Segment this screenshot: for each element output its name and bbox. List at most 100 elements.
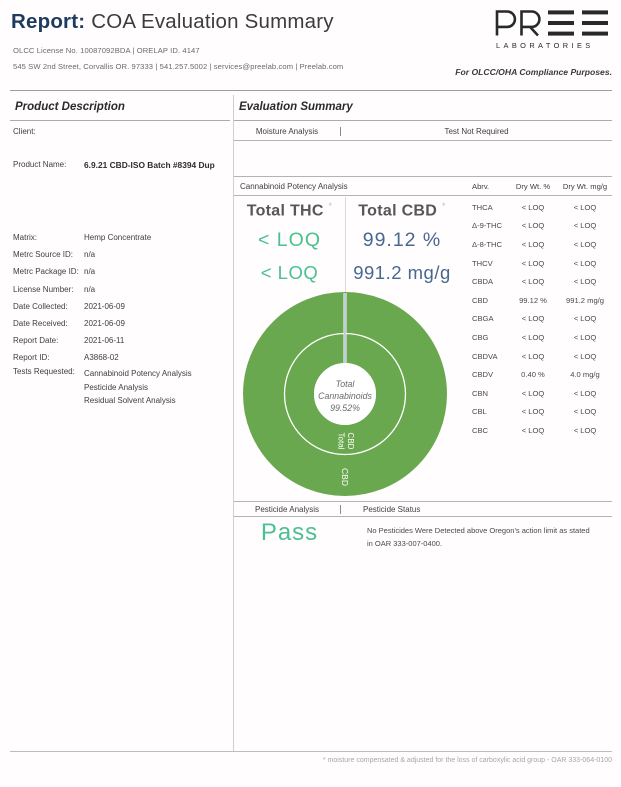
field-value: A3868-02 [84, 353, 119, 363]
test-item: Residual Solvent Analysis [84, 396, 176, 405]
total-cbd-percent: 99.12 % [362, 229, 442, 252]
cell-dry-wt-mgg: < LOQ [573, 407, 597, 417]
product-name-value: 6.9.21 CBD-ISO Batch #8394 Dup [84, 160, 215, 170]
product-detail-row: Report ID: A3868-02 [13, 349, 225, 366]
table-row: THCA < LOQ < LOQ [460, 198, 612, 217]
cell-dry-wt-pct: < LOQ [521, 314, 545, 324]
field-value: n/a [84, 284, 96, 294]
product-detail-row: Date Received: 2021-06-09 [13, 315, 225, 332]
moisture-analysis-row: Moisture Analysis Test Not Required [234, 122, 612, 141]
table-row: CBG < LOQ < LOQ [460, 328, 612, 347]
header-divider [10, 90, 612, 91]
cell-dry-wt-pct: < LOQ [521, 351, 545, 361]
table-row: THCV < LOQ < LOQ [460, 254, 612, 273]
cell-abrv: CBDVA [472, 351, 498, 361]
cell-abrv: CBN [472, 388, 489, 398]
moisture-analysis-label: Moisture Analysis [255, 126, 319, 136]
cell-dry-wt-pct: < LOQ [521, 277, 545, 287]
cell-dry-wt-pct: < LOQ [521, 388, 545, 398]
footnote-asterisk: * [328, 201, 333, 211]
table-row: CBGA < LOQ < LOQ [460, 310, 612, 329]
product-detail-rows: Matrix: Hemp Concentrate Metrc Source ID… [13, 229, 225, 367]
field-label: Matrix: [13, 233, 37, 243]
cell-abrv: CBDV [472, 370, 494, 380]
cell-dry-wt-mgg: < LOQ [573, 388, 597, 398]
field-value: n/a [84, 267, 96, 277]
product-detail-row: Metrc Package ID: n/a [13, 263, 225, 280]
report-label: Report: [11, 10, 86, 33]
product-name-label: Product Name: [13, 160, 67, 169]
donut-center-line2: Cannabinoids [318, 391, 372, 401]
pesticide-analysis-label: Pesticide Analysis [254, 504, 320, 514]
cell-dry-wt-mgg: < LOQ [573, 258, 597, 268]
compliance-note: For OLCC/OHA Compliance Purposes. [455, 67, 612, 77]
field-label: Date Collected: [13, 301, 68, 311]
moisture-analysis-status: Test Not Required [444, 126, 509, 136]
donut-chart-svg: Total Cannabinoids 99.52% CBD Total CBD [243, 292, 447, 496]
address-line: 545 SW 2nd Street, Corvallis OR. 97333 |… [13, 62, 344, 71]
cell-dry-wt-mgg: < LOQ [573, 239, 597, 249]
field-value: n/a [84, 250, 96, 260]
cell-abrv: CBL [472, 407, 487, 417]
table-row: CBN < LOQ < LOQ [460, 384, 612, 403]
test-item: Cannabinoid Potency Analysis [84, 369, 192, 378]
cell-dry-wt-pct: 0.40 % [521, 370, 545, 380]
moisture-footnote: * moisture compensated & adjusted for th… [322, 757, 612, 764]
pree-laboratories-logo: LABORATORIES [494, 7, 612, 56]
cell-dry-wt-mgg: 4.0 mg/g [570, 370, 600, 380]
total-cbd-heading: Total CBD * [358, 201, 446, 220]
report-title: COA Evaluation Summary [91, 10, 334, 33]
field-label: License Number: [13, 284, 74, 294]
outer-ring-label: CBD [340, 468, 350, 486]
inner-ring-label-total: Total [337, 433, 346, 450]
client-label: Client: [13, 127, 36, 136]
cell-dry-wt-pct: 99.12 % [519, 295, 547, 305]
total-cbd-panel: Total CBD * 99.12 % 991.2 mg/g [347, 201, 457, 284]
cell-abrv: CBDA [472, 277, 494, 287]
field-label: Report ID: [13, 353, 50, 363]
cell-dry-wt-pct: < LOQ [521, 221, 545, 231]
pesticide-status-label: Pesticide Status [363, 504, 421, 514]
cannabinoid-table: THCA < LOQ < LOQ Δ-9-THC < LOQ < LOQ Δ-8… [460, 198, 612, 440]
pesticide-note-line2: in OAR 333-007-0400. [367, 539, 443, 548]
total-thc-mgg: < LOQ [260, 262, 319, 284]
cannabinoid-section-label: Cannabinoid Potency Analysis [240, 181, 348, 191]
product-description-title: Product Description [10, 97, 230, 121]
field-label: Report Date: [13, 336, 59, 346]
tests-requested-list: Cannabinoid Potency Analysis Pesticide A… [84, 367, 192, 408]
footnote-asterisk: * [441, 201, 446, 211]
test-item: Pesticide Analysis [84, 382, 149, 392]
field-value: 2021-06-09 [84, 319, 125, 329]
logo-e-glyph [548, 10, 574, 36]
table-column-headers: Abrv. Dry Wt. % Dry Wt. mg/g [460, 177, 612, 195]
cell-separator [340, 126, 341, 136]
cell-dry-wt-mgg: < LOQ [573, 202, 597, 212]
cell-dry-wt-pct: < LOQ [521, 407, 545, 417]
inner-ring-label-cbd: CBD [346, 433, 355, 450]
tests-requested-label: Tests Requested: [13, 367, 75, 376]
table-row: CBD 99.12 % 991.2 mg/g [460, 291, 612, 310]
totals-divider [345, 197, 346, 292]
column-header-dry-wt-pct: Dry Wt. % [515, 181, 551, 191]
cell-abrv: CBG [472, 332, 489, 342]
total-thc-percent: < LOQ [258, 229, 321, 252]
cell-dry-wt-pct: < LOQ [521, 258, 545, 268]
brand-logo-icon: LABORATORIES [495, 10, 608, 50]
table-row: CBL < LOQ < LOQ [460, 403, 612, 422]
cell-dry-wt-mgg: < LOQ [573, 221, 597, 231]
total-cbd-mgg: 991.2 mg/g [353, 262, 451, 284]
cell-dry-wt-pct: < LOQ [521, 332, 545, 342]
client-row: Client: [13, 127, 84, 136]
tests-requested-row: Tests Requested: Cannabinoid Potency Ana… [13, 367, 225, 408]
pesticide-status-note: No Pesticides Were Detected above Oregon… [367, 524, 609, 550]
cell-dry-wt-mgg: < LOQ [573, 425, 597, 435]
column-header-dry-wt-mgg: Dry Wt. mg/g [562, 181, 608, 191]
field-value: Hemp Concentrate [84, 233, 152, 243]
field-value: 2021-06-09 [84, 301, 125, 311]
product-detail-row: Metrc Source ID: n/a [13, 246, 225, 263]
cell-abrv: CBGA [472, 314, 494, 324]
cell-abrv: THCA [472, 202, 493, 212]
cell-abrv: CBC [472, 425, 489, 435]
product-detail-row: Matrix: Hemp Concentrate [13, 229, 225, 246]
